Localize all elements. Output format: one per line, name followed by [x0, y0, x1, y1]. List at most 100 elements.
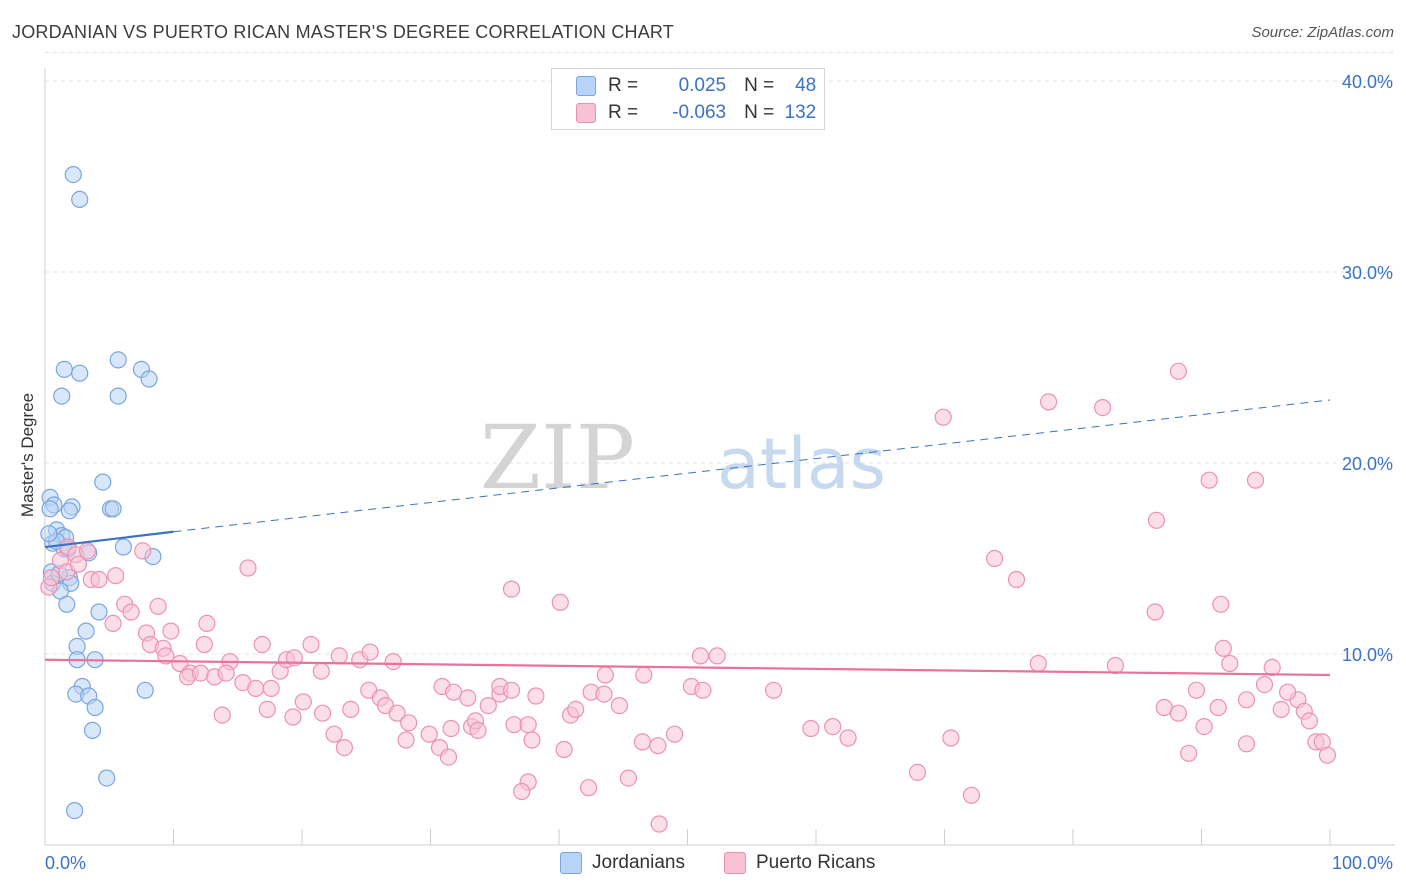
- point-puerto-rican: [1255, 675, 1274, 694]
- point-puerto-rican: [445, 683, 463, 701]
- point-puerto-rican: [302, 635, 320, 654]
- point-puerto-rican: [479, 696, 497, 715]
- point-puerto-rican: [1146, 603, 1164, 621]
- point-puerto-rican: [942, 729, 960, 747]
- point-jordanian: [71, 364, 89, 382]
- point-jordanian: [58, 595, 76, 613]
- point-jordanian: [55, 360, 73, 378]
- y-tick-label: 10.0%: [1342, 645, 1393, 665]
- point-puerto-rican: [596, 666, 614, 684]
- point-jordanian: [90, 603, 108, 621]
- point-puerto-rican: [342, 700, 360, 719]
- watermark: ZIP atlas: [480, 406, 886, 509]
- point-puerto-rican: [1180, 744, 1198, 762]
- point-jordanian: [83, 721, 102, 740]
- trend-line-puerto-ricans: [44, 658, 1331, 677]
- point-puerto-rican: [314, 704, 332, 722]
- point-puerto-rican: [157, 647, 175, 665]
- point-puerto-rican: [1169, 362, 1188, 380]
- stats-legend: R = 0.025 N = 48 R = -0.063 N = 132: [551, 68, 825, 130]
- point-puerto-rican: [195, 635, 213, 654]
- point-puerto-rican: [1093, 399, 1112, 417]
- point-puerto-rican: [691, 647, 710, 665]
- point-puerto-rican: [665, 725, 684, 743]
- point-puerto-rican: [1212, 595, 1230, 613]
- point-puerto-rican: [633, 733, 652, 751]
- stats-row-jordanians: R = 0.025 N = 48: [576, 73, 816, 99]
- point-puerto-rican: [934, 408, 952, 426]
- y-axis-title: Master's Degree: [18, 393, 37, 517]
- point-puerto-rican: [579, 779, 598, 797]
- tick-labels: 10.0% 20.0% 30.0% 40.0% 0.0% 100.0%: [45, 72, 1393, 873]
- point-puerto-rican: [1039, 393, 1058, 411]
- trend-line-jordanians-extrapolated: [173, 399, 1331, 533]
- y-tick-label: 30.0%: [1342, 263, 1393, 283]
- point-puerto-rican: [1155, 698, 1173, 717]
- point-jordanian: [53, 387, 71, 405]
- point-puerto-rican: [253, 635, 271, 654]
- point-puerto-rican: [1029, 654, 1047, 673]
- point-jordanian: [109, 351, 127, 369]
- point-puerto-rican: [962, 786, 981, 804]
- point-puerto-rican: [90, 570, 108, 589]
- point-puerto-rican: [824, 717, 842, 736]
- point-puerto-rican: [1147, 511, 1166, 529]
- point-puerto-rican: [149, 597, 167, 615]
- point-jordanian: [98, 769, 116, 787]
- point-puerto-rican: [1200, 471, 1218, 489]
- stats-row-puerto-ricans: R = -0.063 N = 132: [576, 100, 816, 126]
- point-puerto-rican: [361, 643, 379, 661]
- series-puerto-ricans: [40, 362, 1337, 833]
- point-puerto-rican: [1221, 654, 1239, 673]
- point-puerto-rican: [312, 662, 330, 680]
- n-value: 48: [795, 75, 817, 96]
- point-puerto-rican: [1246, 471, 1265, 489]
- point-puerto-rican: [162, 622, 180, 640]
- point-puerto-rican: [502, 580, 521, 598]
- point-puerto-rican: [262, 679, 280, 698]
- point-puerto-rican: [802, 719, 820, 738]
- point-puerto-rican: [400, 714, 418, 732]
- point-puerto-rican: [551, 593, 569, 612]
- point-puerto-rican: [469, 721, 487, 740]
- r-label: R =: [608, 75, 639, 96]
- point-puerto-rican: [708, 647, 726, 665]
- point-jordanian: [41, 500, 59, 518]
- point-puerto-rican: [1278, 683, 1297, 701]
- point-puerto-rican: [1214, 639, 1232, 657]
- point-jordanian: [77, 622, 95, 640]
- point-puerto-rican: [1263, 658, 1281, 677]
- point-jordanian: [136, 681, 154, 699]
- watermark-zip: ZIP: [480, 406, 635, 509]
- point-puerto-rican: [513, 782, 531, 801]
- point-puerto-rican: [1237, 691, 1256, 709]
- point-puerto-rican: [1300, 712, 1319, 730]
- point-puerto-rican: [619, 769, 638, 787]
- point-puerto-rican: [567, 700, 585, 719]
- legend-swatch-blue: [576, 76, 596, 96]
- point-puerto-rican: [459, 689, 477, 707]
- point-puerto-rican: [191, 664, 210, 682]
- point-puerto-rican: [502, 681, 521, 699]
- point-puerto-rican: [122, 603, 140, 621]
- point-puerto-rican: [519, 716, 537, 734]
- point-puerto-rican: [555, 740, 573, 759]
- point-puerto-rican: [764, 681, 783, 699]
- r-value: 0.025: [678, 75, 727, 96]
- point-puerto-rican: [388, 704, 406, 722]
- point-puerto-rican: [198, 614, 216, 633]
- legend-label: Puerto Ricans: [756, 852, 876, 873]
- r-label: R =: [608, 102, 639, 123]
- point-puerto-rican: [595, 685, 613, 703]
- n-label: N =: [744, 102, 775, 123]
- point-puerto-rican: [527, 687, 545, 705]
- point-puerto-rican: [610, 696, 629, 715]
- point-jordanian: [65, 801, 84, 820]
- legend-swatch-blue: [560, 852, 582, 874]
- point-puerto-rican: [107, 567, 125, 585]
- n-label: N =: [744, 75, 775, 96]
- point-puerto-rican: [1237, 735, 1256, 753]
- point-jordanian: [140, 370, 158, 388]
- axes: [44, 68, 1395, 846]
